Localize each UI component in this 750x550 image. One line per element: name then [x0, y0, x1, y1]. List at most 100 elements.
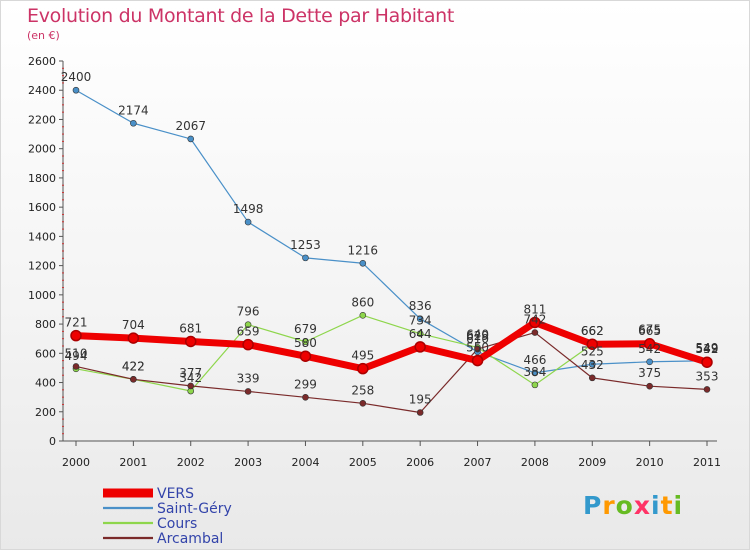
- data-label: 610: [466, 332, 489, 346]
- data-point: [70, 329, 82, 342]
- data-point: [416, 315, 424, 323]
- data-label: 342: [179, 371, 202, 385]
- data-label: 811: [523, 302, 546, 316]
- data-label: 644: [409, 327, 432, 341]
- data-label: 2174: [118, 103, 149, 117]
- legend-label: Saint-Géry: [157, 501, 232, 517]
- data-point: [588, 360, 596, 368]
- data-label: 494: [65, 349, 88, 363]
- x-tick-label: 2008: [521, 456, 549, 469]
- data-label: 377: [179, 366, 202, 380]
- legend-label: Cours: [157, 516, 197, 532]
- data-point: [244, 388, 252, 395]
- data-point: [529, 316, 541, 329]
- x-tick-label: 2010: [636, 456, 664, 469]
- data-point: [359, 312, 367, 319]
- data-label: 195: [409, 393, 432, 407]
- y-tick-label: 400: [35, 377, 56, 390]
- y-tick-label: 1400: [28, 230, 56, 243]
- data-point: [187, 135, 195, 143]
- data-point: [187, 382, 195, 390]
- data-label: 742: [523, 313, 546, 327]
- x-tick-label: 2005: [349, 456, 377, 469]
- x-tick-label: 2000: [62, 456, 90, 469]
- data-point: [471, 354, 484, 367]
- data-label: 860: [351, 295, 374, 309]
- series-line-cours: [75, 314, 708, 392]
- y-tick-label: 2000: [28, 143, 56, 156]
- data-label: 422: [122, 359, 145, 373]
- y-tick-label: 600: [35, 347, 56, 360]
- y-tick-label: 800: [35, 318, 56, 331]
- data-label: 549: [696, 341, 719, 355]
- data-label: 542: [638, 342, 661, 356]
- data-label: 629: [466, 329, 489, 343]
- data-label: 539: [696, 342, 719, 356]
- data-label: 665: [638, 324, 661, 338]
- data-point: [646, 382, 653, 390]
- data-label: 681: [179, 321, 202, 335]
- logo-letter: t: [660, 491, 674, 520]
- legend-label: VERS: [157, 486, 194, 502]
- logo-letter: i: [651, 491, 661, 520]
- data-label: 675: [638, 322, 661, 336]
- data-label: 550: [466, 341, 489, 355]
- data-point: [414, 341, 426, 353]
- x-tick-label: 2006: [406, 456, 434, 469]
- data-label: 836: [409, 299, 432, 313]
- data-label: 721: [65, 316, 88, 330]
- series-line-saint-g-ry: [75, 89, 708, 374]
- data-label: 375: [638, 366, 661, 380]
- data-point: [643, 338, 656, 350]
- data-point: [474, 345, 481, 353]
- y-tick-label: 2400: [28, 84, 56, 97]
- chart-title: Evolution du Montant de la Dette par Hab…: [27, 5, 455, 27]
- data-point: [130, 119, 137, 127]
- data-point: [244, 218, 252, 226]
- x-tick-label: 2011: [693, 456, 721, 469]
- x-tick-label: 2003: [234, 456, 262, 469]
- data-point: [586, 338, 599, 350]
- data-label: 422: [122, 359, 145, 373]
- data-label: 299: [294, 377, 317, 391]
- logo-letter: P: [583, 491, 603, 520]
- y-tick-label: 1200: [28, 260, 56, 273]
- data-label: 495: [351, 349, 374, 363]
- data-label: 432: [581, 358, 604, 372]
- logo-letter: o: [615, 491, 634, 520]
- legend-label: Arcambal: [157, 531, 223, 547]
- proxiti-logo: Proxiti: [583, 491, 683, 520]
- data-label: 1498: [233, 202, 264, 216]
- y-tick-label: 2600: [28, 55, 56, 68]
- data-label: 2400: [61, 70, 92, 84]
- y-tick-label: 200: [35, 406, 56, 419]
- data-point: [130, 376, 137, 383]
- logo-letter: i: [673, 491, 684, 520]
- data-label: 384: [523, 365, 546, 379]
- data-point: [646, 358, 653, 366]
- data-point: [299, 350, 312, 362]
- data-label: 542: [696, 342, 719, 356]
- data-point: [531, 369, 539, 377]
- data-label: 1216: [348, 243, 379, 257]
- data-label: 466: [523, 353, 546, 367]
- data-label: 339: [237, 371, 260, 385]
- data-point: [703, 386, 711, 393]
- data-point: [701, 356, 713, 368]
- data-point: [302, 393, 309, 401]
- x-tick-label: 2002: [177, 456, 205, 469]
- data-label: 353: [696, 369, 719, 383]
- logo-letter: r: [602, 491, 616, 520]
- data-point: [531, 381, 539, 389]
- data-point: [588, 374, 596, 382]
- data-label: 2067: [175, 119, 206, 133]
- chart-unit: (en €): [27, 29, 60, 42]
- logo-letter: x: [633, 491, 651, 520]
- y-tick-label: 0: [49, 435, 56, 448]
- y-tick-label: 1000: [28, 289, 56, 302]
- data-point: [357, 362, 369, 375]
- data-point: [531, 329, 539, 336]
- x-tick-label: 2007: [464, 456, 492, 469]
- data-label: 704: [122, 318, 145, 332]
